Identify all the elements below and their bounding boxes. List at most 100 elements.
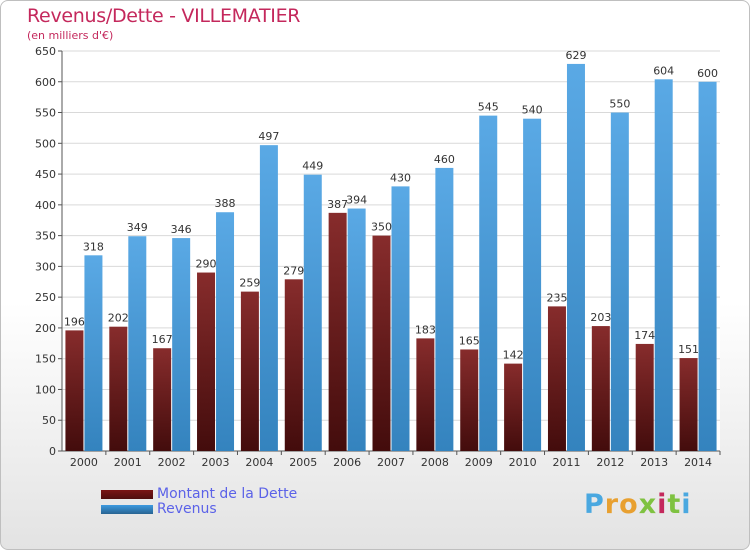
y-tick-label: 150 <box>35 353 56 366</box>
value-label-revenue: 449 <box>302 160 323 173</box>
proxiti-logo: Proxiti <box>584 489 692 520</box>
y-tick-label: 50 <box>42 414 56 427</box>
bar-revenue <box>128 236 147 451</box>
logo-letter: x <box>638 489 658 520</box>
bar-revenue <box>391 186 410 451</box>
x-tick-label: 2014 <box>684 456 712 469</box>
value-label-revenue: 600 <box>697 67 718 80</box>
logo-letter: r <box>604 489 620 520</box>
bar-debt <box>153 348 172 451</box>
bar-debt <box>635 343 654 451</box>
bar-debt <box>416 338 435 451</box>
bar-debt <box>460 349 479 451</box>
x-tick-label: 2012 <box>596 456 624 469</box>
plot-area <box>62 51 720 451</box>
value-label-revenue: 349 <box>127 221 148 234</box>
bar-debt <box>65 330 84 451</box>
x-tick-label: 2002 <box>158 456 186 469</box>
value-label-revenue: 394 <box>346 194 367 207</box>
value-label-debt: 167 <box>152 333 173 346</box>
y-tick-label: 0 <box>49 445 56 458</box>
x-tick-label: 2000 <box>70 456 98 469</box>
bar-debt <box>284 279 303 451</box>
x-tick-label: 2003 <box>202 456 230 469</box>
logo-letter: P <box>584 489 605 520</box>
value-label-debt: 259 <box>239 277 260 290</box>
value-label-debt: 279 <box>283 264 304 277</box>
x-tick-label: 2007 <box>377 456 405 469</box>
x-tick-label: 2011 <box>552 456 580 469</box>
value-label-debt: 203 <box>590 311 611 324</box>
value-label-debt: 174 <box>634 329 655 342</box>
value-label-revenue: 346 <box>171 223 192 236</box>
legend-label-debt: Montant de la Dette <box>157 486 298 502</box>
value-label-revenue: 540 <box>522 104 543 117</box>
x-tick-label: 2005 <box>289 456 317 469</box>
value-label-revenue: 388 <box>215 197 236 210</box>
bar-revenue <box>435 167 454 451</box>
legend-label-revenue: Revenus <box>157 501 217 517</box>
bar-debt <box>372 235 391 451</box>
bar-debt <box>328 212 347 451</box>
value-label-debt: 387 <box>327 198 348 211</box>
bar-revenue <box>654 79 673 452</box>
value-label-debt: 350 <box>371 221 392 234</box>
value-label-revenue: 497 <box>258 130 279 143</box>
logo-letter: i <box>657 489 668 520</box>
y-tick-label: 450 <box>35 168 56 181</box>
x-tick-label: 2006 <box>333 456 361 469</box>
logo-letter: t <box>667 489 682 520</box>
x-tick-label: 2010 <box>509 456 537 469</box>
bar-revenue <box>566 63 585 452</box>
value-label-revenue: 318 <box>83 240 104 253</box>
bar-debt <box>197 272 216 451</box>
value-label-debt: 235 <box>546 291 567 304</box>
y-tick-label: 300 <box>35 260 56 273</box>
value-label-revenue: 604 <box>653 64 674 77</box>
x-tick-label: 2009 <box>465 456 493 469</box>
value-label-debt: 196 <box>64 315 85 328</box>
value-label-revenue: 550 <box>609 98 630 111</box>
value-label-debt: 151 <box>678 343 699 356</box>
bar-debt <box>240 291 259 451</box>
y-tick-label: 600 <box>35 76 56 89</box>
y-tick-label: 400 <box>35 199 56 212</box>
bar-revenue <box>698 81 717 452</box>
value-label-revenue: 460 <box>434 153 455 166</box>
bar-revenue <box>610 112 629 452</box>
logo-letter: i <box>681 489 692 520</box>
value-label-revenue: 545 <box>478 101 499 114</box>
bar-debt <box>591 326 610 451</box>
value-label-debt: 290 <box>196 258 217 271</box>
y-tick-label: 500 <box>35 137 56 150</box>
value-label-debt: 165 <box>459 334 480 347</box>
value-label-debt: 183 <box>415 323 436 336</box>
x-tick-label: 2008 <box>421 456 449 469</box>
bar-revenue <box>84 255 103 451</box>
y-tick-label: 250 <box>35 291 56 304</box>
bar-revenue <box>479 115 498 451</box>
bar-revenue <box>523 118 542 451</box>
bar-debt <box>504 363 523 451</box>
value-label-revenue: 430 <box>390 171 411 184</box>
chart-title: Revenus/Dette - VILLEMATIER <box>27 5 301 27</box>
bar-revenue <box>259 145 278 451</box>
bar-debt <box>547 306 566 451</box>
bar-debt <box>679 358 698 451</box>
x-tick-label: 2004 <box>245 456 273 469</box>
value-label-revenue: 629 <box>565 49 586 62</box>
y-tick-label: 350 <box>35 230 56 243</box>
bar-revenue <box>303 174 322 451</box>
x-tick-label: 2013 <box>640 456 668 469</box>
bar-revenue <box>347 208 366 451</box>
value-label-debt: 142 <box>503 349 524 362</box>
y-tick-label: 650 <box>35 45 56 58</box>
value-label-debt: 202 <box>108 312 129 325</box>
bar-revenue <box>216 212 235 451</box>
chart-subtitle: (en milliers d'€) <box>27 29 114 42</box>
bar-debt <box>109 326 128 451</box>
x-tick-label: 2001 <box>114 456 142 469</box>
logo-letter: o <box>619 489 639 520</box>
